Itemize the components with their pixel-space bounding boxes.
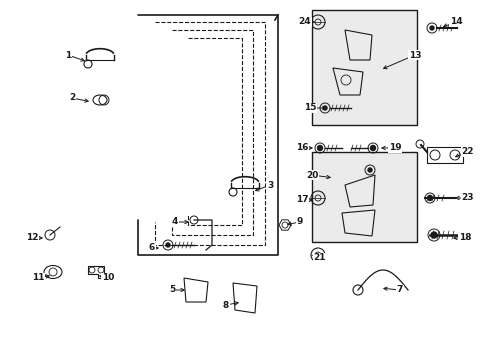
- Text: 1: 1: [65, 50, 71, 59]
- Text: 13: 13: [408, 50, 420, 59]
- Circle shape: [165, 243, 170, 247]
- Text: 22: 22: [461, 148, 473, 157]
- Text: 16: 16: [295, 144, 307, 153]
- Text: 3: 3: [266, 180, 273, 189]
- Text: 11: 11: [32, 274, 44, 283]
- Text: 8: 8: [223, 301, 229, 310]
- Text: 4: 4: [171, 217, 178, 226]
- Text: 6: 6: [148, 243, 155, 252]
- Text: 10: 10: [102, 274, 114, 283]
- Circle shape: [429, 26, 433, 30]
- Circle shape: [427, 195, 431, 201]
- Bar: [311, 152, 416, 242]
- Text: 15: 15: [303, 104, 316, 112]
- Text: 12: 12: [26, 234, 38, 243]
- Bar: [311, 10, 416, 125]
- Text: 23: 23: [461, 194, 473, 202]
- Text: 2: 2: [69, 94, 75, 103]
- Text: 14: 14: [449, 18, 461, 27]
- Bar: [426, 147, 462, 163]
- Circle shape: [317, 145, 322, 150]
- Circle shape: [370, 145, 375, 150]
- Text: 7: 7: [396, 285, 403, 294]
- Circle shape: [367, 168, 371, 172]
- Circle shape: [430, 232, 436, 238]
- Text: 24: 24: [298, 18, 311, 27]
- Circle shape: [323, 106, 326, 110]
- Text: 20: 20: [305, 171, 318, 180]
- Text: 19: 19: [388, 144, 401, 153]
- Text: 18: 18: [458, 234, 470, 243]
- Text: 17: 17: [295, 195, 307, 204]
- Text: 9: 9: [296, 217, 303, 226]
- Text: 5: 5: [168, 285, 175, 294]
- Text: 21: 21: [313, 253, 325, 262]
